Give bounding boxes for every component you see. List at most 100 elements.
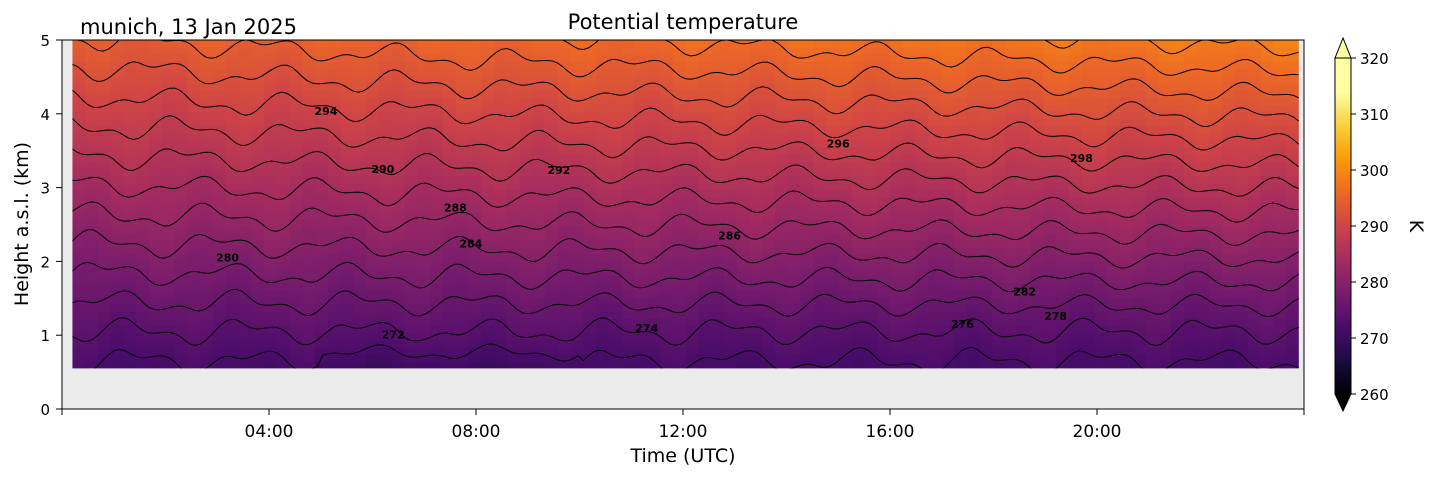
heatmap-cell (723, 225, 738, 234)
heatmap-cell (212, 289, 227, 298)
heatmap-cell (1004, 82, 1019, 91)
heatmap-cell (941, 175, 955, 184)
heatmap-cell (877, 346, 891, 355)
heatmap-cell (225, 325, 240, 334)
heatmap-cell (225, 197, 240, 205)
heatmap-cell (890, 82, 904, 91)
heatmap-cell (200, 47, 214, 55)
heatmap-cell (762, 354, 776, 362)
heatmap-cell (966, 218, 981, 227)
heatmap-cell (187, 61, 201, 70)
heatmap-cell (890, 239, 904, 248)
heatmap-cell (647, 361, 661, 369)
heatmap-cell (200, 139, 214, 148)
heatmap-cell (775, 161, 789, 170)
heatmap-cell (941, 111, 955, 120)
heatmap-cell (1132, 197, 1147, 205)
heatmap-cell (1260, 354, 1274, 362)
heatmap-cell (775, 154, 789, 162)
heatmap-cell (289, 75, 303, 84)
heatmap-cell (85, 232, 99, 241)
heatmap-cell (813, 204, 827, 212)
heatmap-cell (838, 197, 853, 205)
heatmap-cell (1158, 75, 1172, 84)
heatmap-cell (481, 239, 495, 248)
heatmap-cell (481, 254, 495, 262)
heatmap-cell (775, 132, 789, 141)
heatmap-cell (468, 311, 482, 320)
heatmap-cell (1043, 289, 1057, 298)
heatmap-cell (608, 89, 623, 98)
heatmap-cell (174, 254, 188, 262)
heatmap-cell (992, 54, 1006, 63)
heatmap-cell (493, 161, 508, 170)
heatmap-cell (1209, 147, 1223, 155)
heatmap-cell (1068, 339, 1083, 348)
heatmap-cell (263, 218, 278, 227)
heatmap-cell (660, 75, 674, 84)
heatmap-cell (442, 104, 457, 112)
heatmap-cell (1171, 354, 1185, 362)
heatmap-cell (545, 111, 559, 120)
heatmap-cell (583, 332, 597, 341)
heatmap-cell (72, 318, 86, 327)
heatmap-cell (481, 297, 495, 305)
heatmap-cell (979, 218, 993, 227)
heatmap-cell (1209, 275, 1223, 284)
heatmap-cell (711, 104, 725, 112)
heatmap-cell (1030, 189, 1044, 198)
heatmap-cell (800, 189, 814, 198)
heatmap-cell (123, 82, 137, 91)
heatmap-cell (1209, 97, 1223, 105)
heatmap-cell (481, 125, 495, 134)
heatmap-cell (123, 54, 137, 63)
heatmap-cell (787, 297, 802, 305)
heatmap-cell (366, 232, 380, 241)
heatmap-cell (851, 232, 866, 241)
heatmap-cell (506, 161, 521, 170)
heatmap-cell (1183, 282, 1198, 291)
heatmap-cell (1222, 125, 1236, 134)
heatmap-cell (787, 132, 802, 141)
heatmap-cell (340, 97, 355, 105)
heatmap-cell (1132, 297, 1147, 305)
heatmap-cell (890, 261, 904, 270)
heatmap-cell (1183, 132, 1198, 141)
heatmap-cell (838, 354, 853, 362)
heatmap-cell (902, 304, 917, 312)
heatmap-cell (1004, 346, 1019, 355)
heatmap-cell (85, 47, 99, 55)
heatmap-cell (1004, 254, 1019, 262)
heatmap-cell (327, 68, 342, 77)
heatmap-cell (327, 89, 342, 98)
heatmap-cell (430, 218, 444, 227)
heatmap-cell (698, 297, 712, 305)
heatmap-cell (251, 75, 265, 84)
heatmap-cell (1247, 89, 1262, 98)
heatmap-cell (1043, 275, 1057, 284)
heatmap-cell (353, 354, 367, 362)
heatmap-cell (685, 211, 699, 220)
heatmap-cell (340, 68, 355, 77)
heatmap-cell (263, 175, 278, 184)
colorbar-gradient (1334, 57, 1352, 395)
heatmap-cell (353, 211, 367, 220)
heatmap-cell (1247, 132, 1262, 141)
heatmap-cell (621, 254, 636, 262)
heatmap-cell (315, 118, 329, 127)
heatmap-cell (263, 268, 278, 277)
heatmap-cell (1222, 154, 1236, 162)
heatmap-cell (621, 75, 636, 84)
heatmap-cell (493, 61, 508, 70)
heatmap-cell (417, 304, 431, 312)
heatmap-cell (468, 68, 482, 77)
heatmap-cell (1056, 54, 1070, 63)
heatmap-cell (775, 218, 789, 227)
heatmap-cell (634, 261, 648, 270)
heatmap-cell (928, 189, 942, 198)
heatmap-cell (263, 247, 278, 255)
heatmap-cell (711, 247, 725, 255)
heatmap-cell (97, 154, 112, 162)
